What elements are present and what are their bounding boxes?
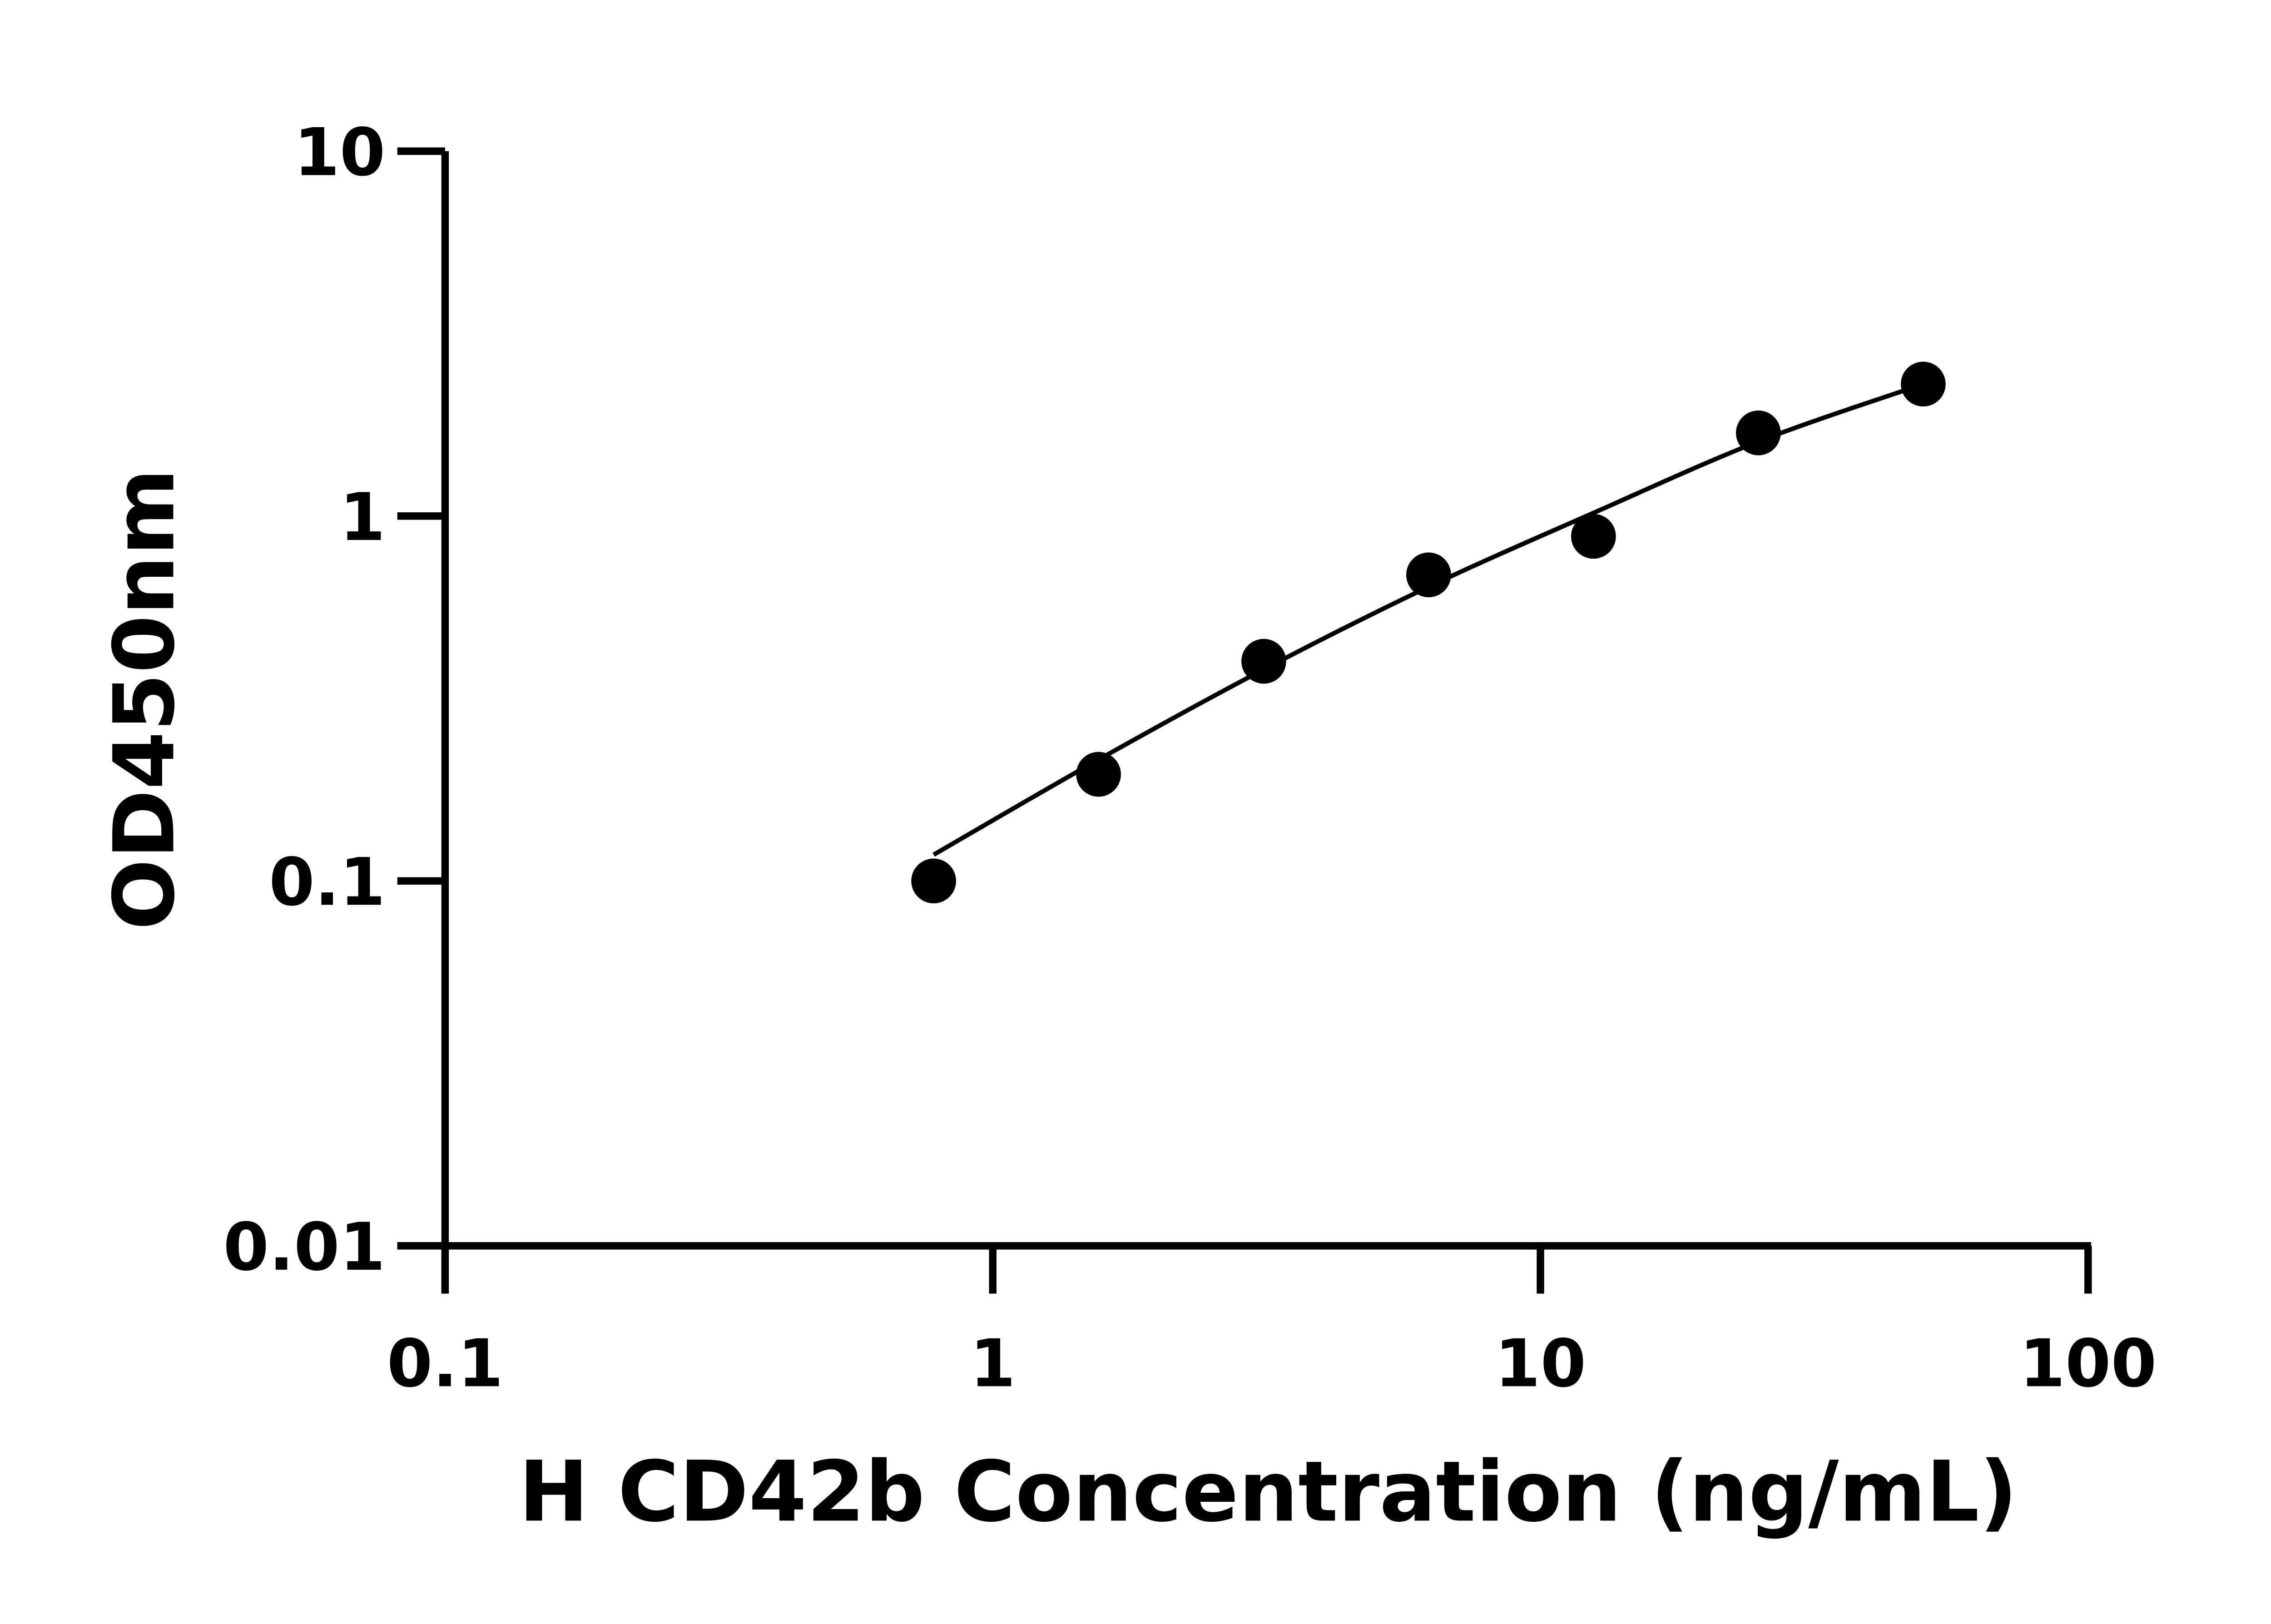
y-tick-label: 0.1 xyxy=(269,844,385,921)
y-axis-label: OD450nm xyxy=(96,468,193,930)
x-tick-label: 1 xyxy=(970,1326,1016,1402)
x-tick-label: 10 xyxy=(1495,1326,1586,1402)
y-ticks: 0.01 0.1 1 10 xyxy=(223,114,445,1286)
y-tick-label: 10 xyxy=(294,114,385,191)
x-axis-label: H CD42b Concentration (ng/mL) xyxy=(519,1443,2018,1540)
x-tick-label: 0.1 xyxy=(387,1326,503,1402)
data-point xyxy=(1900,361,1946,407)
y-tick-label: 1 xyxy=(340,480,386,556)
data-point xyxy=(1571,514,1616,559)
axes xyxy=(397,151,2091,1294)
data-point xyxy=(1076,752,1121,797)
x-tick-label: 100 xyxy=(2019,1326,2157,1402)
data-point xyxy=(1406,552,1451,598)
data-point xyxy=(911,858,956,904)
data-points xyxy=(911,361,1946,904)
x-ticks: 0.1 1 10 100 xyxy=(387,1246,2157,1402)
data-point xyxy=(1241,639,1286,684)
y-tick-label: 0.01 xyxy=(223,1209,385,1286)
data-point xyxy=(1735,410,1781,456)
